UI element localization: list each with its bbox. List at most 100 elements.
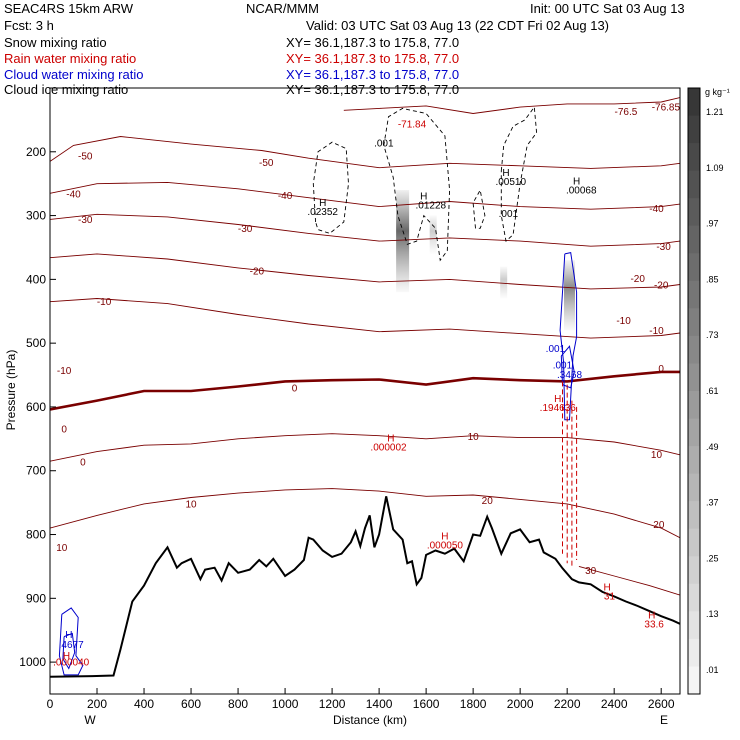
temperature-contour-4 [50, 253, 680, 290]
colorbar-cell [688, 253, 700, 282]
contour-label: .000050 [427, 541, 464, 552]
colorbar-cell [688, 446, 700, 475]
colorbar-cell [688, 666, 700, 695]
colorbar-cell [688, 225, 700, 254]
temperature-contour-5 [50, 298, 680, 339]
x-axis-label: Distance (km) [333, 713, 407, 727]
contour-label: .001 [499, 209, 519, 220]
contour-label: -76.5 [615, 107, 638, 118]
contour-label: .000002 [370, 442, 407, 453]
y-tick-label: 600 [26, 400, 46, 414]
colorbar-tick-label: .61 [706, 386, 719, 396]
contour-label: H [63, 651, 70, 662]
field-xy-snow: XY= 36.1,187.3 to 175.8, 77.0 [286, 35, 459, 50]
temperature-contour-1 [50, 136, 680, 169]
contour-label: -50 [259, 158, 274, 169]
x-tick-label: 0 [47, 697, 54, 711]
contour-label: -10 [616, 316, 631, 327]
x-tick-label: 1400 [366, 697, 393, 711]
temperature-contour-2 [50, 181, 680, 210]
y-tick-label: 300 [26, 209, 46, 223]
contour-label: 0 [658, 364, 664, 375]
endpoint-east: E [660, 713, 668, 727]
temperature-contour-9 [578, 565, 680, 596]
colorbar-cell [688, 170, 700, 199]
contour-label: 33.6 [644, 620, 664, 631]
contour-label: H [604, 583, 611, 594]
contour-label: -10 [57, 366, 72, 377]
init-time: Init: 00 UTC Sat 03 Aug 13 [530, 1, 685, 16]
field-label-cloud-ice: Cloud ice mixing ratio [4, 82, 128, 97]
colorbar-tick-label: 1.21 [706, 107, 724, 117]
colorbar-tick-label: .01 [706, 665, 719, 675]
freezing-level-contour [50, 370, 680, 411]
colorbar-tick-label: .13 [706, 609, 719, 619]
snow-column-3 [564, 260, 576, 331]
cloud-water-contour-2 [58, 607, 84, 676]
x-tick-label: 1800 [460, 697, 487, 711]
y-axis-label: Pressure (hPa) [4, 350, 18, 431]
cloud-ice-contour-3 [500, 105, 538, 242]
y-tick-label: 200 [26, 145, 46, 159]
x-tick-label: 600 [181, 697, 201, 711]
field-label-snow: Snow mixing ratio [4, 35, 107, 50]
contour-label: .02352 [307, 207, 338, 218]
contour-label: -10 [97, 297, 112, 308]
colorbar-cell [688, 335, 700, 364]
contour-label: -30 [78, 215, 93, 226]
contour-label: .194636 [540, 403, 577, 414]
cloud-ice-contour-2 [472, 188, 486, 229]
colorbar-cell [688, 363, 700, 392]
colorbar-cell [688, 88, 700, 117]
temperature-contour-0 [343, 97, 680, 114]
header: SEAC4RS 15km ARW NCAR/MMM Init: 00 UTC S… [4, 1, 685, 33]
y-tick-label: 700 [26, 464, 46, 478]
colorbar-cell [688, 198, 700, 227]
cloud-water-contour-3 [62, 632, 76, 670]
contour-label: H [319, 198, 326, 209]
colorbar: g kg⁻¹ .01 .13 .25 .37 .49 .61 .73 .85 .97 1.09 1.… [687, 87, 730, 695]
field-label-cloud-water: Cloud water mixing ratio [4, 67, 143, 82]
colorbar-frame [687, 87, 701, 695]
cloud-ice-contour-0 [312, 141, 349, 234]
contour-label: H [573, 176, 580, 187]
contour-label: .4677 [59, 640, 84, 651]
contour-labels: -71.84 -76.5 -76.85 -50 -50 -40 -40 -40 -30 -30 -3… [53, 102, 680, 668]
contour-label: H [441, 532, 448, 543]
y-tick-label: 400 [26, 272, 46, 286]
contour-label: 10 [56, 543, 68, 554]
x-tick-label: 1000 [272, 697, 299, 711]
contour-label: 30 [585, 566, 597, 577]
x-tick-label: 2600 [648, 697, 675, 711]
contour-label: H [65, 630, 72, 641]
colorbar-cell [688, 473, 700, 502]
contour-label: .00068 [566, 185, 597, 196]
colorbar-cell [688, 115, 700, 144]
cloud-water-contour-0 [559, 251, 578, 421]
y-tick-label: 800 [26, 528, 46, 542]
field-xy-rain: XY= 36.1,187.3 to 175.8, 77.0 [286, 51, 459, 66]
colorbar-cell [688, 391, 700, 420]
contour-label: 31 [604, 592, 616, 603]
colorbar-tick-label: .85 [706, 274, 719, 284]
colorbar-cell [688, 583, 700, 612]
x-tick-label: 400 [134, 697, 154, 711]
contour-label: 0 [61, 424, 67, 435]
cloud-ice-contours [312, 105, 538, 262]
contour-label: 10 [185, 500, 197, 511]
endpoint-west: W [84, 713, 96, 727]
contour-label: 20 [482, 496, 494, 507]
field-legend: Snow mixing ratio XY= 36.1,187.3 to 175.… [4, 35, 459, 97]
x-tick-label: 200 [87, 697, 107, 711]
contour-label: 10 [468, 432, 480, 443]
colorbar-cell [688, 280, 700, 309]
snow-column-2 [500, 266, 508, 299]
x-tick-label: 2000 [507, 697, 534, 711]
colorbar-cell [688, 308, 700, 337]
snow-column-1 [429, 215, 437, 254]
contour-label: H [554, 394, 561, 405]
colorbar-tick-label: .97 [706, 219, 719, 229]
colorbar-cell [688, 528, 700, 557]
field-xy-cloud-water: XY= 36.1,187.3 to 175.8, 77.0 [286, 67, 459, 82]
field-xy-cloud-ice: XY= 36.1,187.3 to 175.8, 77.0 [286, 82, 459, 97]
